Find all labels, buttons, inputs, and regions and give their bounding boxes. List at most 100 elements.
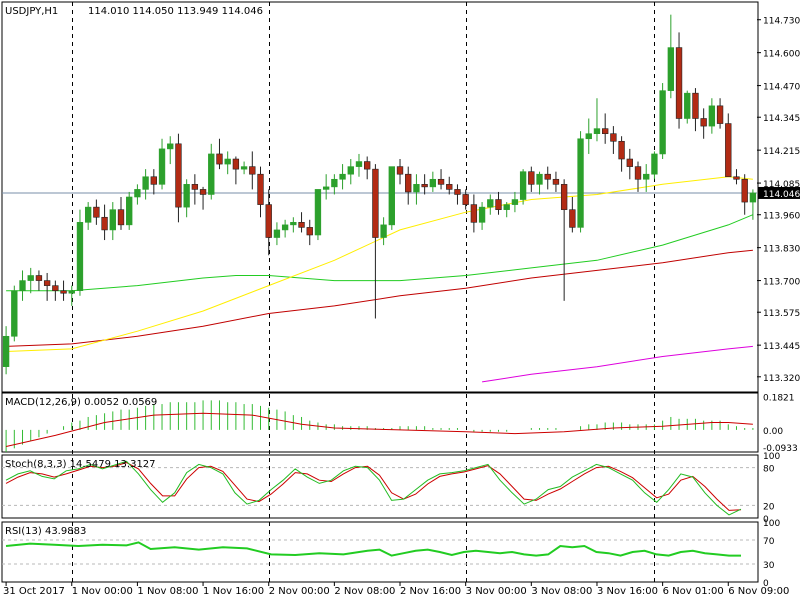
candle[interactable]	[454, 184, 461, 205]
candle[interactable]	[708, 98, 716, 134]
candle[interactable]	[2, 326, 10, 375]
candle[interactable]	[60, 280, 67, 301]
candle[interactable]	[437, 169, 445, 190]
candle[interactable]	[84, 202, 92, 230]
candle-body	[257, 173, 264, 205]
candle[interactable]	[11, 285, 18, 342]
candle[interactable]	[593, 98, 601, 142]
candle[interactable]	[183, 179, 190, 218]
candle[interactable]	[372, 164, 379, 319]
candle[interactable]	[273, 222, 281, 246]
stoch-pane[interactable]	[2, 460, 757, 516]
candle[interactable]	[68, 285, 75, 306]
candle[interactable]	[511, 191, 519, 213]
candle[interactable]	[503, 202, 510, 218]
candle[interactable]	[544, 166, 551, 190]
candle[interactable]	[126, 191, 133, 230]
candle[interactable]	[651, 151, 658, 180]
candle[interactable]	[634, 161, 642, 192]
candle[interactable]	[429, 171, 437, 192]
candle[interactable]	[240, 161, 248, 175]
candle[interactable]	[725, 113, 732, 178]
price-pane[interactable]	[2, 14, 757, 383]
candle[interactable]	[396, 159, 404, 185]
candle[interactable]	[413, 174, 420, 205]
candle[interactable]	[43, 272, 51, 301]
candle[interactable]	[117, 197, 125, 230]
candle[interactable]	[158, 138, 166, 190]
candle[interactable]	[298, 212, 305, 233]
candle[interactable]	[560, 179, 568, 301]
candle[interactable]	[388, 166, 395, 230]
candle[interactable]	[216, 138, 223, 170]
candle[interactable]	[478, 202, 486, 230]
candle[interactable]	[741, 174, 748, 215]
candle[interactable]	[364, 156, 371, 180]
candle[interactable]	[692, 88, 699, 132]
candle[interactable]	[314, 189, 322, 241]
candle[interactable]	[733, 169, 740, 185]
macd-tick-label: 0.1821	[763, 393, 795, 403]
candle[interactable]	[347, 159, 354, 185]
candle[interactable]	[536, 171, 543, 195]
candle-body	[347, 166, 354, 175]
candle[interactable]	[355, 153, 363, 177]
candle[interactable]	[528, 166, 535, 192]
candle[interactable]	[134, 184, 141, 205]
rsi-pane[interactable]	[2, 539, 757, 565]
candle[interactable]	[577, 131, 584, 233]
candle[interactable]	[495, 191, 502, 215]
candle[interactable]	[487, 194, 494, 215]
candle[interactable]	[331, 174, 338, 195]
candle[interactable]	[290, 217, 297, 233]
candle[interactable]	[659, 83, 666, 160]
candle[interactable]	[602, 113, 609, 144]
candle[interactable]	[150, 169, 157, 195]
candle[interactable]	[208, 143, 215, 200]
candle[interactable]	[232, 156, 240, 185]
candle[interactable]	[19, 270, 26, 301]
candle[interactable]	[257, 166, 264, 218]
candle[interactable]	[93, 199, 100, 225]
candle[interactable]	[265, 189, 272, 256]
candle[interactable]	[700, 108, 707, 139]
candle[interactable]	[339, 164, 346, 190]
candle[interactable]	[249, 151, 256, 190]
candle[interactable]	[684, 90, 691, 124]
candle[interactable]	[667, 14, 675, 99]
candle[interactable]	[421, 174, 428, 195]
candle[interactable]	[610, 126, 617, 154]
macd-pane[interactable]	[5, 400, 754, 452]
candle[interactable]	[716, 98, 724, 129]
candle[interactable]	[519, 169, 527, 205]
candle[interactable]	[585, 118, 592, 154]
candle[interactable]	[199, 186, 207, 210]
candle[interactable]	[27, 267, 34, 294]
candle[interactable]	[281, 219, 289, 238]
candle[interactable]	[35, 270, 43, 291]
candle[interactable]	[569, 197, 576, 233]
candle[interactable]	[618, 136, 625, 172]
candle[interactable]	[109, 202, 116, 241]
candle[interactable]	[675, 32, 683, 129]
candle[interactable]	[405, 166, 412, 205]
candle[interactable]	[380, 217, 387, 246]
candle[interactable]	[167, 136, 174, 165]
candle[interactable]	[749, 189, 757, 220]
candle[interactable]	[643, 164, 650, 192]
candle[interactable]	[626, 148, 633, 180]
candle[interactable]	[191, 174, 199, 205]
candle[interactable]	[552, 171, 560, 192]
candle[interactable]	[462, 189, 469, 210]
candle[interactable]	[446, 176, 453, 195]
candle[interactable]	[224, 151, 231, 175]
candle[interactable]	[142, 169, 149, 200]
candle[interactable]	[101, 204, 108, 241]
candle[interactable]	[52, 280, 59, 301]
candle[interactable]	[322, 174, 330, 200]
candle[interactable]	[175, 133, 182, 223]
candle[interactable]	[306, 219, 313, 246]
candle[interactable]	[470, 194, 478, 233]
candle[interactable]	[76, 209, 84, 296]
